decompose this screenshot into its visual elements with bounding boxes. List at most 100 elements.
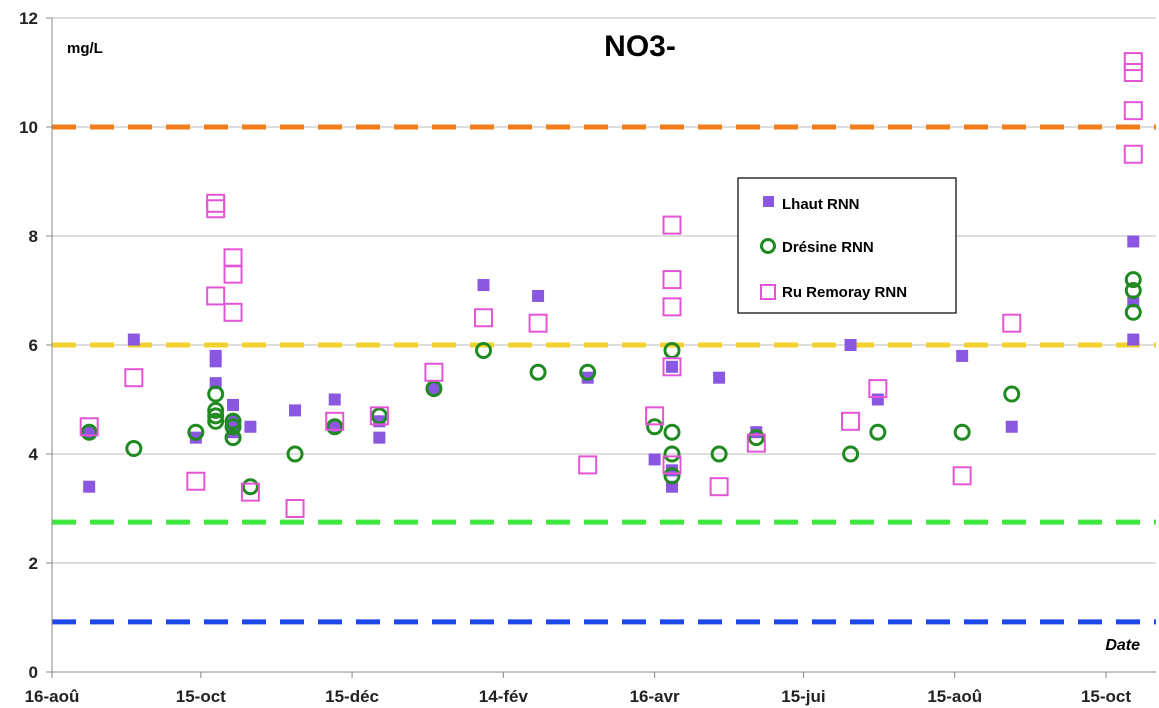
x-tick-label-5: 15-jui [781, 687, 825, 706]
point-series-1-4 [207, 401, 225, 419]
point-series-2-21 [662, 357, 682, 377]
point-series-2-6 [223, 248, 243, 268]
y-tick-label-8: 8 [29, 227, 38, 246]
point-series-2-19 [662, 270, 682, 290]
point-series-1-12 [326, 418, 344, 436]
point-series-0-24 [713, 371, 726, 384]
point-series-2-2 [186, 471, 206, 491]
point-series-0-12 [328, 393, 341, 406]
y-tick-label-4: 4 [29, 445, 39, 464]
point-series-2-0 [79, 417, 99, 437]
point-series-1-15 [475, 341, 493, 359]
point-series-2-29 [1123, 52, 1143, 72]
point-series-1-22 [663, 467, 681, 485]
point-series-1-27 [953, 423, 971, 441]
point-series-2-17 [645, 406, 665, 426]
x-tick-label-2: 15-déc [325, 687, 379, 706]
axes: 0 2 4 6 8 10 12 16-aoû 15-oct 15-déc 14-fév 16-avr 1… [19, 9, 1156, 706]
grid-lines [52, 17, 1156, 564]
point-series-0-16 [427, 382, 440, 395]
point-series-1-10 [241, 478, 259, 496]
point-series-2-23 [709, 477, 729, 497]
point-series-2-9 [240, 482, 260, 502]
x-tick-label-4: 16-avr [630, 687, 680, 706]
point-series-0-29 [1005, 420, 1018, 433]
y-tick-label-6: 6 [29, 336, 38, 355]
point-series-1-25 [842, 445, 860, 463]
point-series-0-0 [83, 480, 96, 493]
point-series-2-16 [578, 455, 598, 475]
point-series-2-31 [1123, 101, 1143, 121]
y-tick-label-10: 10 [19, 118, 38, 137]
y-tick-label-12: 12 [19, 9, 38, 28]
y-tick-label-0: 0 [29, 663, 38, 682]
point-series-2-24 [746, 433, 766, 453]
point-series-1-31 [1124, 303, 1142, 321]
legend-remoray-label: Ru Remoray RNN [782, 284, 907, 301]
point-series-2-4 [206, 199, 226, 219]
point-series-0-10 [244, 420, 257, 433]
point-series-1-30 [1124, 282, 1142, 299]
legend-dresine-label: Drésine RNN [782, 239, 874, 256]
point-series-2-28 [1002, 313, 1022, 333]
point-series-1-28 [1003, 385, 1021, 403]
point-series-1-1 [125, 440, 143, 458]
point-series-2-22 [662, 455, 682, 475]
point-series-1-26 [869, 423, 887, 441]
point-series-1-16 [529, 363, 547, 381]
x-tick-label-6: 15-aoû [927, 687, 982, 706]
point-series-2-25 [841, 411, 861, 431]
chart-title: NO3- [604, 30, 676, 63]
point-series-1-17 [579, 363, 597, 381]
point-series-2-11 [325, 411, 345, 431]
point-series-2-18 [662, 215, 682, 235]
point-series-0-26 [844, 339, 857, 351]
reference-lines [52, 124, 1156, 625]
point-series-1-13 [370, 407, 388, 425]
point-series-0-19 [581, 371, 594, 384]
point-series-2-13 [424, 362, 444, 382]
point-series-0-3 [189, 431, 202, 444]
point-series-2-12 [369, 406, 389, 426]
point-series-2-15 [528, 313, 548, 333]
y-axis-unit-label: mg/L [67, 40, 103, 57]
point-series-2-32 [1123, 144, 1143, 164]
point-series-0-8 [227, 415, 240, 428]
point-series-0-27 [871, 393, 884, 406]
x-axis-title: Date [1105, 637, 1140, 654]
legend-remoray-marker [760, 284, 776, 300]
point-series-0-20 [648, 453, 661, 466]
point-series-0-21 [666, 360, 678, 373]
point-series-2-5 [206, 286, 226, 306]
x-tick-label-1: 15-oct [176, 687, 226, 706]
x-tick-label-3: 14-fév [479, 687, 529, 706]
point-series-0-17 [477, 279, 490, 292]
point-series-0-2 [127, 333, 140, 346]
point-series-2-1 [124, 368, 144, 388]
point-series-1-21 [663, 445, 681, 463]
point-series-1-5 [207, 407, 225, 425]
point-series-0-28 [956, 349, 969, 362]
point-series-1-6 [207, 412, 225, 430]
point-series-1-0 [80, 423, 98, 441]
point-series-2-14 [474, 308, 494, 328]
point-series-1-18 [646, 418, 664, 436]
point-series-0-14 [373, 431, 386, 444]
legend-lhaut-marker [763, 196, 774, 207]
point-series-2-3 [206, 193, 226, 213]
point-series-0-18 [532, 289, 545, 302]
point-series-1-11 [286, 445, 304, 463]
point-series-1-2 [187, 423, 205, 441]
point-series-2-30 [1123, 63, 1143, 82]
point-series-2-20 [662, 297, 682, 317]
point-series-1-20 [663, 423, 681, 441]
point-series-2-7 [223, 264, 243, 284]
point-series-1-3 [207, 385, 225, 403]
x-tick-label-0: 16-aoû [25, 687, 80, 706]
point-series-0-30 [1127, 235, 1140, 248]
point-series-2-8 [223, 302, 243, 322]
legend-lhaut-label: Lhaut RNN [782, 196, 860, 213]
point-series-0-7 [227, 398, 240, 411]
point-series-0-11 [289, 404, 302, 417]
